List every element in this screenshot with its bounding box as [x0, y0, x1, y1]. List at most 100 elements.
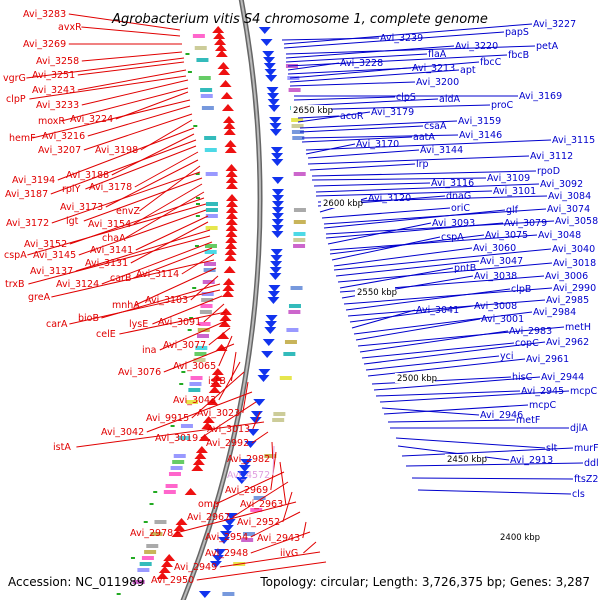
right-gene-label: yci: [500, 351, 514, 362]
right-feature-block: [286, 328, 299, 332]
left-gene-label: istA: [53, 442, 71, 453]
feature-tracks: [116, 26, 306, 598]
red-feature-arrow: [161, 560, 174, 567]
right-leader-line: [343, 287, 553, 305]
left-feature-block: [199, 310, 212, 314]
right-leader-line: [349, 305, 474, 323]
right-feature-block: [288, 304, 301, 308]
left-gene-label: Avi_3194: [12, 175, 55, 186]
left-gene-label: rplY: [62, 184, 81, 195]
right-leader-line: [363, 341, 546, 365]
left-gene-label: Avi_3283: [23, 9, 66, 20]
left-gene-label: Avi_3042: [101, 427, 144, 438]
left-leader-line: [139, 165, 201, 212]
left-gene-label: ina: [142, 345, 156, 356]
left-feature-block: [193, 358, 206, 362]
left-gene-label: Avi_2982: [227, 454, 270, 465]
left-gene-label: Avi_3172: [6, 218, 49, 229]
right-gene-label: pntB: [454, 263, 476, 274]
left-feature-block: [204, 262, 217, 266]
right-leader-line: [299, 125, 424, 133]
left-leader-line: [133, 183, 203, 225]
left-feature-block: [196, 334, 209, 338]
right-gene-label: Avi_3074: [547, 204, 590, 215]
right-gene-label: Avi_3169: [519, 91, 562, 102]
left-gene-labels: Avi_3283 avxR Avi_3269 Avi_3258 vgrG Avi_3251…: [3, 9, 300, 586]
left-gene-label: Avi_3013: [207, 424, 250, 435]
kbp-label: 2650 kbp: [293, 106, 333, 116]
right-leader-line: [347, 299, 546, 317]
left-feature-block: [205, 202, 218, 206]
left-feature-block: [198, 322, 211, 326]
left-gene-label: Avi_3137: [30, 266, 73, 277]
right-gene-label: Avi_3200: [416, 77, 459, 88]
blue-feature-arrow: [219, 531, 232, 538]
blue-feature-arrow: [271, 153, 284, 160]
right-leader-line: [313, 182, 431, 187]
left-gene-label: Avi_3091: [158, 317, 201, 328]
left-leader-line: [152, 295, 223, 325]
blue-feature-arrow: [260, 39, 273, 46]
right-gene-label: murF: [574, 443, 599, 454]
right-gene-label: mcpC: [570, 386, 598, 397]
left-gene-label: Avi_3141: [90, 245, 133, 256]
left-leader-line: [77, 69, 187, 91]
right-leader-line: [323, 209, 506, 229]
blue-feature-arrow: [270, 249, 283, 256]
left-gene-label: Avi_9915: [146, 413, 189, 424]
left-leader-line: [242, 381, 249, 414]
blue-feature-arrow: [271, 225, 284, 232]
left-leader-line: [76, 421, 265, 448]
right-feature-block: [291, 130, 304, 134]
right-gene-label: Avi_3101: [493, 186, 536, 197]
right-leader-line: [315, 183, 540, 193]
right-leader-line: [387, 419, 516, 423]
right-gene-label: Avi_3008: [474, 301, 517, 312]
rna-feature-tick: [195, 203, 200, 205]
rna-feature-tick: [195, 173, 200, 175]
blue-feature-arrow: [225, 513, 238, 520]
right-leader-line: [301, 134, 459, 139]
left-leader-line: [219, 551, 321, 568]
red-feature-arrow: [224, 140, 237, 147]
left-gene-label: carA: [46, 319, 68, 330]
kbp-label: 2450 kbp: [447, 455, 487, 465]
right-leader-line: [337, 262, 553, 283]
blue-feature-arrow: [244, 441, 257, 448]
red-feature-arrow: [225, 170, 238, 177]
left-leader-line: [87, 105, 191, 137]
right-leader-line: [367, 358, 526, 377]
left-gene-label: Avi_3269: [23, 39, 66, 50]
left-leader-line: [51, 171, 201, 224]
left-leader-line: [81, 51, 183, 62]
right-leader-line: [287, 62, 340, 71]
rna-feature-tick: [195, 215, 200, 217]
left-feature-block: [178, 436, 191, 440]
right-leader-line: [333, 248, 552, 271]
right-feature-block: [288, 310, 301, 314]
left-feature-block: [137, 568, 150, 572]
right-gene-label: Avi_3048: [538, 230, 581, 241]
blue-feature-arrow: [265, 75, 278, 82]
right-leader-line: [331, 236, 441, 261]
kbp-label-bg: [321, 198, 361, 208]
right-leader-line: [311, 177, 487, 181]
right-gene-label: Avi_3120: [368, 193, 411, 204]
left-gene-label: Avi_3233: [36, 100, 79, 111]
red-feature-arrow: [175, 518, 188, 525]
right-gene-label: Avi_3047: [480, 256, 523, 267]
left-leader-line: [282, 491, 293, 523]
left-leader-line: [134, 151, 199, 188]
rna-feature-tick: [194, 245, 199, 247]
kbp-label-bg: [291, 105, 331, 115]
right-leader-line: [375, 390, 521, 397]
left-leader-line: [69, 289, 221, 325]
right-feature-block: [293, 238, 306, 242]
left-leader-line: [85, 145, 197, 190]
kbp-label: 2550 kbp: [357, 288, 397, 298]
red-feature-arrow: [209, 380, 222, 387]
red-feature-arrow: [219, 314, 232, 321]
right-feature-block: [293, 208, 306, 212]
rna-feature-tick: [192, 287, 197, 289]
